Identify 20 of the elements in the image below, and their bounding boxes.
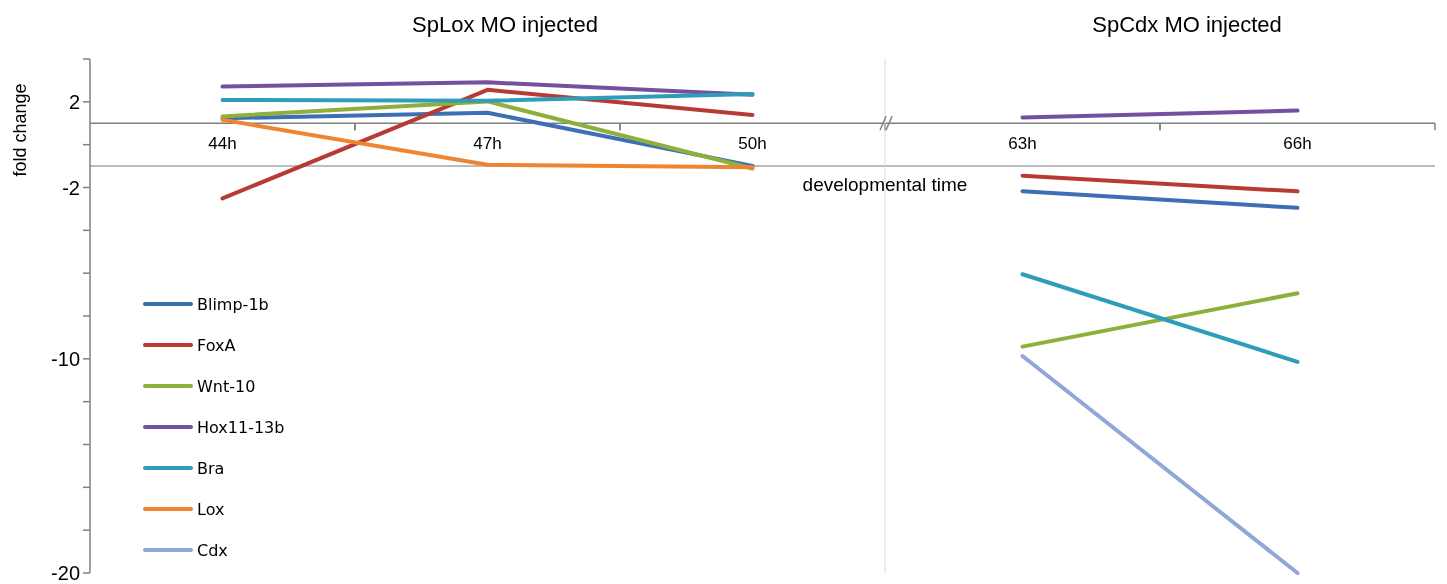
legend-label: Cdx [197,540,228,560]
y-tick-label: -2 [62,176,80,199]
x-tick-label: 66h [1283,134,1312,154]
x-tick-label: 63h [1008,134,1037,154]
y-tick-label: 2 [68,90,80,113]
y-tick-label: -20 [51,562,80,584]
legend-label: FoxA [197,335,236,355]
y-axis-title: fold change [10,83,30,177]
chart-title: SpCdx MO injected [1092,12,1282,37]
legend-label: Bra [197,458,225,478]
legend-label: Lox [197,499,225,519]
chart-title: SpLox MO injected [412,12,598,37]
legend-label: Blimp-1b [197,294,269,314]
x-tick-label: 44h [208,134,237,154]
x-axis-title: developmental time [802,174,968,196]
y-tick-label: -10 [51,347,80,370]
legend-label: Hox11-13b [197,417,285,437]
legend-label: Wnt-10 [197,376,256,396]
x-tick-label: 47h [473,134,502,154]
x-tick-label: 50h [738,134,767,154]
